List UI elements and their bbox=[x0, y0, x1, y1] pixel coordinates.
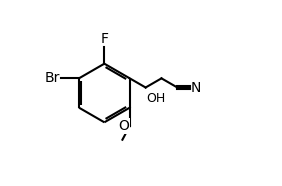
Text: O: O bbox=[118, 119, 129, 133]
Text: F: F bbox=[100, 32, 108, 46]
Text: N: N bbox=[191, 81, 201, 94]
Text: OH: OH bbox=[147, 92, 166, 105]
Text: Br: Br bbox=[44, 71, 60, 85]
